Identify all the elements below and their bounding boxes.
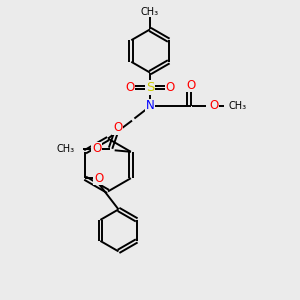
Text: N: N [146,99,154,112]
Text: O: O [94,172,103,185]
Text: O: O [125,81,134,94]
Text: CH₃: CH₃ [141,7,159,17]
Text: O: O [186,79,195,92]
Text: O: O [92,142,101,155]
Text: CH₃: CH₃ [57,144,75,154]
Text: CH₃: CH₃ [229,100,247,111]
Text: O: O [209,99,219,112]
Text: O: O [166,81,175,94]
Text: S: S [146,81,154,94]
Text: O: O [113,121,122,134]
